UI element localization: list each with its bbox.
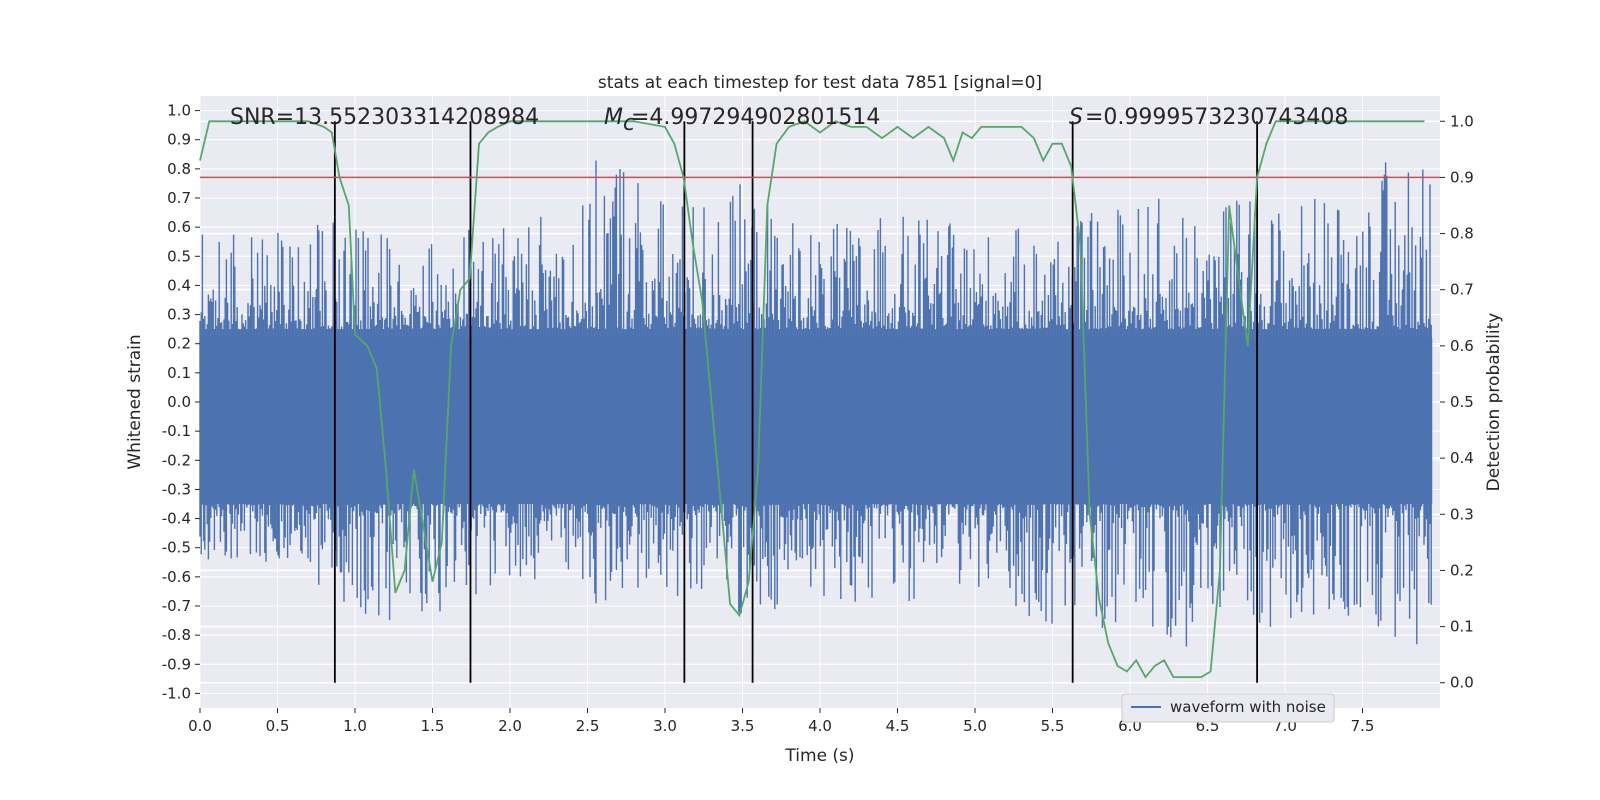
s-annotation: S =0.9999573230743408	[1069, 105, 1348, 130]
y-tick-label: 0.8	[167, 160, 191, 178]
y2-tick-label: 0.8	[1450, 225, 1474, 243]
y2-tick-label: 0.4	[1450, 449, 1474, 467]
mc-annotation-value: =4.997294902801514	[631, 105, 880, 130]
legend-entry: waveform with noise	[1170, 698, 1326, 716]
y-tick-label: -0.9	[162, 655, 191, 673]
y-tick-label: 0.5	[167, 247, 191, 265]
y-tick-label: -0.7	[162, 597, 191, 615]
chart-title: stats at each timestep for test data 785…	[598, 73, 1042, 93]
y-tick-label: -0.2	[162, 451, 191, 469]
svg-text:M: M	[604, 105, 623, 130]
y-tick-label: -0.6	[162, 568, 191, 586]
y-tick-label: 1.0	[167, 102, 191, 120]
y-tick-label: 0.9	[167, 131, 191, 149]
y2-axis-label: Detection probability	[1484, 313, 1504, 492]
mc-annotation: M c =4.997294902801514	[604, 105, 880, 136]
x-tick-label: 0.0	[188, 717, 212, 735]
y2-tick-label: 0.1	[1450, 618, 1474, 636]
y-tick-label: -0.1	[162, 422, 191, 440]
x-tick-label: 0.5	[266, 717, 290, 735]
y-tick-label: 0.0	[167, 393, 191, 411]
y2-ticks: 1.0 0.9 0.8 0.7 0.6 0.5 0.4 0.3 0.2 0.1 0.0	[1440, 112, 1474, 692]
y-tick-label: -1.0	[162, 684, 191, 702]
vertical-markers	[333, 121, 1258, 683]
y2-tick-label: 0.9	[1450, 168, 1474, 186]
x-tick-label: 5.5	[1041, 717, 1065, 735]
y2-tick-label: 0.2	[1450, 561, 1474, 579]
y-tick-label: 0.7	[167, 189, 191, 207]
y-axis-label: Whitened strain	[125, 334, 145, 469]
s-annotation-value: =0.9999573230743408	[1085, 105, 1348, 130]
x-tick-label: 4.5	[886, 717, 910, 735]
x-tick-label: 1.5	[421, 717, 445, 735]
legend: waveform with noise	[1121, 693, 1335, 723]
x-tick-label: 5.0	[963, 717, 987, 735]
x-axis-label: Time (s)	[784, 746, 854, 766]
x-tick-label: 7.5	[1351, 717, 1375, 735]
y2-tick-label: 1.0	[1450, 112, 1474, 130]
y-tick-label: -0.8	[162, 626, 191, 644]
x-tick-label: 3.0	[653, 717, 677, 735]
y2-tick-label: 0.5	[1450, 393, 1474, 411]
legend-box	[1121, 693, 1335, 723]
y-tick-label: 0.3	[167, 306, 191, 324]
snr-annotation: SNR=13.552303314208984	[230, 105, 539, 130]
y2-tick-label: 0.0	[1450, 674, 1474, 692]
x-tick-label: 4.0	[808, 717, 832, 735]
svg-text:S: S	[1069, 105, 1083, 130]
x-ticks: 0.0 0.5 1.0 1.5 2.0 2.5 3.0 3.5 4.0 4.5 5.0 5.5 6.0 6…	[188, 708, 1374, 735]
probability-series	[199, 120, 1425, 679]
y2-tick-label: 0.7	[1450, 281, 1474, 299]
x-tick-label: 2.0	[498, 717, 522, 735]
x-tick-label: 3.5	[731, 717, 755, 735]
y2-tick-label: 0.3	[1450, 505, 1474, 523]
y-ticks: 1.0 0.9 0.8 0.7 0.6 0.5 0.4 0.3 0.2 0.1 0.0 -0.1 -0.…	[162, 102, 200, 702]
x-tick-label: 1.0	[343, 717, 367, 735]
y-tick-label: -0.5	[162, 539, 191, 557]
y-tick-label: 0.6	[167, 218, 191, 236]
y2-tick-label: 0.6	[1450, 337, 1474, 355]
y-tick-label: 0.2	[167, 335, 191, 353]
y-tick-label: 0.1	[167, 364, 191, 382]
svg-text:c: c	[623, 111, 635, 136]
x-tick-label: 2.5	[576, 717, 600, 735]
probability-line	[199, 120, 1425, 679]
y-tick-label: -0.4	[162, 510, 191, 528]
y-tick-label: 0.4	[167, 276, 191, 294]
y-tick-label: -0.3	[162, 480, 191, 498]
